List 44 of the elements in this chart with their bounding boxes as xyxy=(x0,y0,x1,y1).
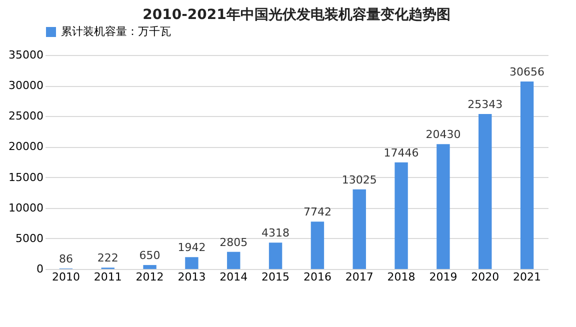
data-label: 1942 xyxy=(178,241,206,254)
x-tick-label: 2017 xyxy=(345,270,374,284)
x-tick-label: 2018 xyxy=(387,270,416,284)
y-tick-label: 30000 xyxy=(8,79,44,92)
x-tick-label: 2013 xyxy=(178,270,206,284)
bar xyxy=(352,189,366,269)
data-label: 222 xyxy=(97,252,118,265)
bar xyxy=(227,252,240,269)
data-label: 17446 xyxy=(384,146,419,160)
bar xyxy=(394,162,408,269)
x-tick-label: 2015 xyxy=(262,270,290,284)
x-tick-label: 2021 xyxy=(513,270,542,284)
y-tick-label: 20000 xyxy=(8,140,44,154)
y-tick-label: 10000 xyxy=(8,201,44,214)
y-tick-label: 35000 xyxy=(8,48,44,62)
x-tick-label: 2012 xyxy=(136,270,164,284)
x-tick-label: 2019 xyxy=(429,270,458,284)
chart-title: 2010-2021年中国光伏发电装机容量变化趋势图 xyxy=(142,6,450,23)
x-tick-label: 2014 xyxy=(220,270,248,284)
y-tick-label: 0 xyxy=(36,262,44,276)
data-label: 7742 xyxy=(303,206,332,219)
bar xyxy=(478,114,492,269)
x-tick-label: 2016 xyxy=(303,270,332,284)
bar xyxy=(143,265,156,269)
data-label: 30656 xyxy=(510,66,545,79)
data-label: 650 xyxy=(139,249,160,262)
data-label: 4318 xyxy=(262,226,290,240)
data-label: 86 xyxy=(58,252,73,266)
data-label: 13025 xyxy=(342,173,377,186)
data-label: 2805 xyxy=(220,236,248,249)
legend-label: 累计装机容量：万千瓦 xyxy=(61,25,171,38)
bar xyxy=(185,257,198,269)
x-tick-label: 2010 xyxy=(52,270,80,284)
x-tick-label: 2020 xyxy=(471,270,500,284)
bar xyxy=(310,222,324,269)
bar xyxy=(268,242,282,269)
y-tick-label: 5000 xyxy=(16,232,44,245)
x-tick-label: 2011 xyxy=(94,270,122,284)
bar xyxy=(520,82,534,269)
data-label: 25343 xyxy=(468,98,503,112)
y-tick-label: 15000 xyxy=(8,170,44,184)
data-label: 20430 xyxy=(426,128,461,142)
bar xyxy=(436,144,450,269)
y-tick-label: 25000 xyxy=(8,110,44,123)
